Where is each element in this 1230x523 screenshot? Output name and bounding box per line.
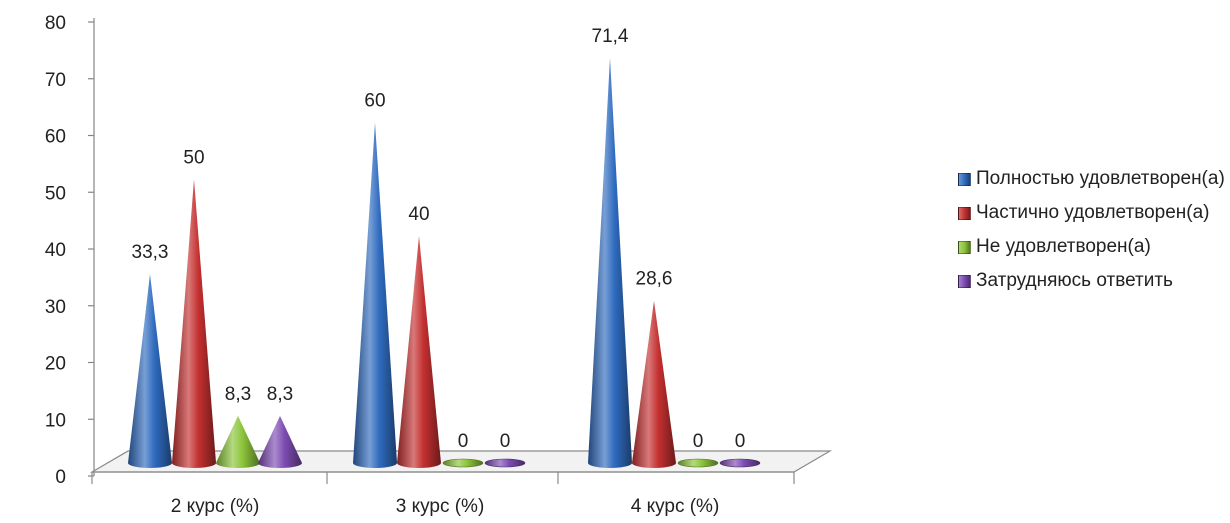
plot-area bbox=[128, 57, 761, 469]
bar-mark bbox=[719, 458, 761, 468]
bar-mark bbox=[397, 236, 441, 468]
data-label: 71,4 bbox=[592, 26, 629, 47]
bar-mark bbox=[258, 415, 302, 468]
legend-label: Частично удовлетворен(а) bbox=[976, 202, 1210, 223]
data-label: 0 bbox=[500, 431, 511, 452]
y-tick-label: 10 bbox=[45, 410, 66, 431]
legend-swatch bbox=[958, 206, 971, 220]
data-label: 0 bbox=[693, 431, 704, 452]
data-label: 60 bbox=[364, 91, 385, 112]
x-tick-label: 2 курс (%) bbox=[171, 496, 260, 517]
bar-mark bbox=[442, 458, 484, 468]
y-tick-label: 20 bbox=[45, 354, 66, 375]
legend-item: Не удовлетворен(а) bbox=[958, 233, 1225, 261]
data-label: 0 bbox=[458, 431, 469, 452]
data-label: 28,6 bbox=[636, 269, 673, 290]
bar-mark bbox=[588, 57, 632, 469]
bar-mark bbox=[216, 415, 260, 468]
y-tick-label: 70 bbox=[45, 70, 66, 91]
data-label: 0 bbox=[735, 431, 746, 452]
bar-mark bbox=[632, 300, 676, 468]
data-label: 40 bbox=[408, 204, 429, 225]
legend-label: Затрудняюсь ответить bbox=[976, 270, 1173, 291]
legend-label: Не удовлетворен(а) bbox=[976, 236, 1151, 257]
x-tick-label: 3 курс (%) bbox=[396, 496, 485, 517]
y-tick-label: 80 bbox=[45, 13, 66, 34]
legend-swatch bbox=[958, 172, 971, 186]
labels: 33,3 60 71,4 50 40 28,6 8,3 0 0 8,3 0 0 bbox=[132, 26, 746, 452]
legend-item: Частично удовлетворен(а) bbox=[958, 199, 1225, 227]
legend-item: Затрудняюсь ответить bbox=[958, 267, 1225, 295]
y-tick-label: 30 bbox=[45, 297, 66, 318]
bar-mark bbox=[128, 274, 172, 468]
legend-item: Полностью удовлетворен(а) bbox=[958, 165, 1225, 193]
y-tick-label: 60 bbox=[45, 127, 66, 148]
data-label: 8,3 bbox=[225, 384, 251, 405]
legend-swatch bbox=[958, 274, 971, 288]
bar-mark bbox=[353, 122, 397, 468]
data-label: 8,3 bbox=[267, 384, 293, 405]
data-label: 50 bbox=[183, 147, 204, 168]
bar-mark bbox=[677, 458, 719, 468]
legend-label: Полностью удовлетворен(а) bbox=[976, 168, 1225, 189]
bar-mark bbox=[172, 179, 216, 468]
legend: Полностью удовлетворен(а) Частично удовле… bbox=[958, 165, 1225, 301]
bar-mark bbox=[484, 458, 526, 468]
x-tick-label: 4 курс (%) bbox=[631, 496, 720, 517]
data-label: 33,3 bbox=[132, 242, 169, 263]
y-tick-label: 50 bbox=[45, 183, 66, 204]
legend-swatch bbox=[958, 240, 971, 254]
y-tick-label: 40 bbox=[45, 240, 66, 261]
y-tick-label: 0 bbox=[55, 467, 66, 488]
